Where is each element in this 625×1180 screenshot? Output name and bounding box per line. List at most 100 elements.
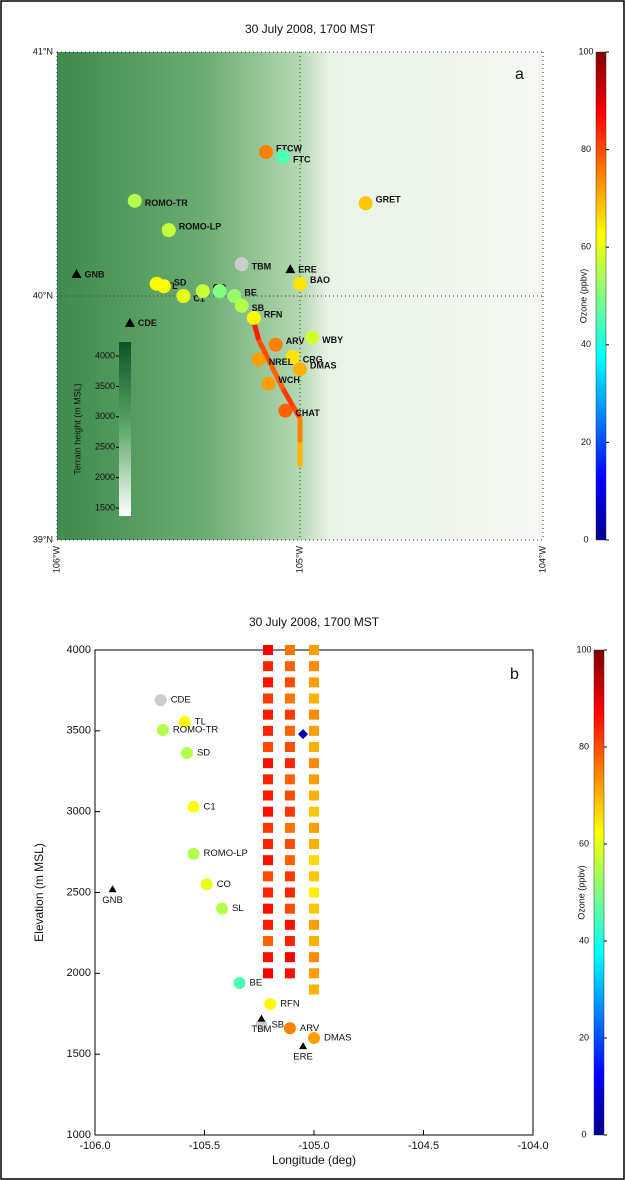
x-tick-label: -104.0 [517,1140,548,1152]
terrain-tick-label: 1500 [95,502,115,512]
lidar-cell [263,936,273,946]
station [359,196,373,210]
colorbar-tick-label: 60 [581,242,591,252]
lidar-cell [263,904,273,914]
terrain-colorbar [119,342,131,516]
x-tick-label: 104°W [537,546,547,574]
y-tick-label: 2000 [67,967,91,979]
x-tick-label: -106.0 [79,1140,110,1152]
station [196,284,210,298]
station [269,338,283,352]
station [259,145,273,159]
colorbar-tick-label: 80 [579,741,589,751]
station [305,330,319,344]
lidar-cell [309,742,319,752]
station [235,257,249,271]
y-tick-label: 4000 [67,644,91,656]
station-label: BAO [310,275,330,285]
station-label: BE [244,287,257,297]
x-axis-label: Longitude (deg) [272,1153,356,1167]
station [157,724,169,736]
lidar-cell [263,742,273,752]
lidar-cell [309,855,319,865]
station [162,223,176,237]
lidar-cell [309,774,319,784]
station-label: RFN [280,999,300,1010]
station-label: CO [217,879,231,890]
lidar-cell [285,742,295,752]
station [293,362,307,376]
terrain-tick-label: 4000 [95,350,115,360]
station [213,284,227,298]
terrain-tick-label: 3500 [95,381,115,391]
colorbar-tick-label: 80 [581,144,591,154]
lidar-cell [285,791,295,801]
lidar-cell [285,968,295,978]
station-label: ARV [286,336,305,346]
lidar-cell [309,807,319,817]
station-label: ROMO-LP [179,221,222,231]
station-label: WBY [322,335,343,345]
lidar-cell [309,661,319,671]
lidar-cell [263,839,273,849]
x-tick-label: -104.5 [408,1140,439,1152]
ozone-colorbar [594,650,604,1135]
x-tick-label: 105°W [294,546,304,574]
figure: 30 July 2008, 1700 MSTa106°W105°W104°W39… [0,0,625,1180]
y-tick-label: 2500 [67,886,91,898]
station-label: BE [250,978,263,989]
ozone-colorbar [596,52,606,540]
station-label: ARV [300,1023,320,1034]
lidar-cell [309,791,319,801]
terrain-tick-label: 2000 [95,472,115,482]
lidar-cell [285,952,295,962]
site-label: ERE [298,265,317,275]
station [284,1022,296,1034]
lidar-cell [285,855,295,865]
station [293,277,307,291]
colorbar-tick-label: 20 [579,1032,589,1042]
station [261,377,275,391]
lidar-cell [263,807,273,817]
station-label: WCH [278,375,300,385]
station [216,903,228,915]
station-label: SD [174,278,187,288]
site-label: GNB [84,269,105,279]
station [264,998,276,1010]
lidar-cell [285,904,295,914]
lidar-cell [309,758,319,768]
station-label: NREL [269,357,294,367]
colorbar-tick-label: 60 [579,838,589,848]
lidar-cell [263,677,273,687]
station-label: ROMO-TR [173,725,219,736]
lidar-cell [263,694,273,704]
lidar-cell [285,936,295,946]
station [128,194,142,208]
y-tick-label: 39°N [33,534,53,544]
lidar-cell [285,726,295,736]
site-label: TBM [251,1024,271,1035]
lidar-cell [285,645,295,655]
lidar-cell [285,888,295,898]
lidar-cell [309,677,319,687]
x-tick-label: -105.0 [298,1140,329,1152]
lidar-cell [309,694,319,704]
lidar-cell [285,920,295,930]
colorbar-tick-label: 0 [583,534,588,544]
station-label: DMAS [324,1033,351,1044]
station-label: FTC [293,154,311,164]
station-label: SB [271,1020,284,1031]
lidar-cell [309,952,319,962]
colorbar-tick-label: 100 [576,644,591,654]
lidar-cell [285,839,295,849]
lidar-cell [285,823,295,833]
lidar-cell [263,645,273,655]
lidar-cell [309,710,319,720]
title: 30 July 2008, 1700 MST [245,22,376,36]
lidar-cell [263,968,273,978]
lidar-cell [285,774,295,784]
site-label: ERE [293,1052,313,1063]
colorbar-tick-label: 40 [579,935,589,945]
y-tick-label: 1500 [67,1048,91,1060]
station [278,404,292,418]
